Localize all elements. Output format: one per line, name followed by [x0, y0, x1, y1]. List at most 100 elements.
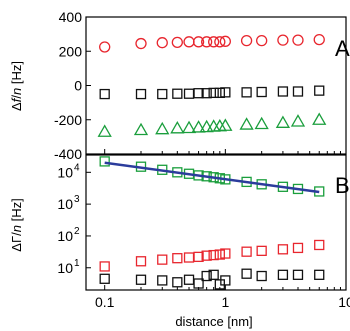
panel-a-series-1-point [183, 88, 195, 99]
panel-a-ylabel: Δf/n [Hz] [9, 61, 24, 111]
panel-b-series-1-point [208, 249, 219, 261]
panel-a-xticks [104, 149, 347, 154]
panel-a-yticks: 400 200 0 -200 -400 [54, 9, 91, 162]
panel-b-ylabel-n: n [9, 225, 24, 232]
panel-b-series-1-point [201, 250, 212, 261]
panel-a-series-1-point [241, 87, 252, 98]
panel-a-ytick-label: -200 [54, 112, 82, 128]
panel-a-series-0-point [292, 34, 304, 46]
panel-a-ytick-label: 200 [59, 43, 83, 59]
panel-a-series-2-point [312, 112, 327, 125]
panel-a-series-2-point [191, 120, 206, 133]
panel-a-series-0-point [240, 34, 253, 47]
panel-b-ytick-label: 10 [57, 196, 73, 212]
panel-a-series-1-point [292, 86, 304, 97]
panel-a-series-0-point [192, 36, 205, 48]
panel-b-xtick-label: 1 [221, 294, 229, 310]
panel-a-label: A [335, 36, 350, 61]
panel-a-series-0-point [171, 36, 183, 48]
panel-a-series-1-point [277, 86, 289, 97]
panel-a-series-2-point [275, 115, 291, 128]
panel-b-series-2-point [277, 269, 289, 280]
panel-a-ylabel-unit: [Hz] [9, 61, 24, 88]
panel-b-ytick-label: 10 [57, 228, 73, 244]
panel-b-series-2-point [183, 274, 195, 285]
panel-a-series-2-point [254, 116, 269, 130]
panel-a-series-1-point [314, 85, 325, 96]
panel-b-series-2-point [172, 277, 183, 288]
panel-a-series-2-point [181, 120, 197, 134]
panel-a-series-0-point [219, 35, 231, 47]
panel-b-series-1-point [135, 256, 147, 267]
panel-a-series-0-point [214, 36, 226, 48]
panel-a-series-1-point [208, 87, 219, 99]
panel-b-series-2-point [208, 269, 219, 280]
panel-b-label: B [335, 173, 350, 198]
panel-a-series-0-point [277, 34, 289, 46]
panel-a-series-1-point [214, 87, 225, 99]
panel-a-marks [97, 33, 327, 137]
panel-b-series-2-point [135, 274, 147, 285]
panel-a-series-0-point [201, 36, 213, 48]
panel-b-series-2-point [99, 273, 110, 284]
panel-a-series-2-point [290, 114, 306, 127]
panel-a-series-1-point [220, 87, 231, 98]
panel-b-series-1-point [172, 253, 183, 264]
panel-a-series-0-point [156, 37, 168, 49]
panel-b-series-2-point [256, 270, 267, 282]
panel-a-ylabel-slash: / [9, 95, 24, 99]
panel-a-series-0-point [135, 37, 147, 50]
panel-a-series-1-point [157, 88, 168, 100]
panel-b-series-2-point [220, 275, 231, 286]
panel-b-series-1-point [214, 249, 225, 260]
panel-b-frame [85, 154, 347, 291]
panel-b-series-1-point [157, 254, 168, 265]
panel-a-series-2-point [239, 117, 254, 130]
panel-b-series-2-point [157, 275, 168, 286]
x-axis-label: distance [nm] [175, 314, 252, 329]
panel-a-series-0-point [256, 34, 268, 47]
panel-a-series-2-point [155, 121, 170, 135]
panel-a-series-1-point [172, 88, 183, 99]
panel-b-series-1-point [193, 251, 204, 263]
panel-a-series-2-point [170, 121, 185, 134]
panel-a-ylabel-delta: Δ [9, 102, 24, 111]
panel-b-ytick-label: 10 [57, 260, 73, 276]
panel-b-series-1-point [99, 261, 110, 272]
panel-b-series-2-point [193, 278, 204, 289]
panel-b-ytick-exponent: 3 [74, 194, 80, 205]
panel-a-series-0-point [183, 36, 195, 48]
panel-b-series-1-point [183, 252, 195, 263]
panel-a-ytick-label: 400 [59, 9, 83, 25]
panel-a-series-1-point [193, 88, 204, 99]
panel-a-ylabel-f: f [9, 97, 24, 102]
panel-a-series-2-point [133, 122, 149, 136]
panel-b-series-1-point [314, 239, 325, 251]
panel-b-ytick-exponent: 4 [74, 162, 80, 173]
panel-b-ytick-exponent: 2 [74, 226, 80, 237]
panel-a-series-0-point [313, 33, 325, 46]
panel-a-ytick-label: 0 [74, 78, 82, 94]
panel-b-series-1-point [256, 245, 267, 257]
panel-b-ylabel: ΔΓ/n [Hz] [9, 198, 24, 251]
panel-a-ylabel-n: n [9, 88, 24, 95]
panel-b-marks [99, 156, 325, 290]
panel-a-series-1-point [256, 86, 267, 98]
panel-b-series-0-point [99, 156, 110, 167]
panel-b-series-2-point [292, 269, 304, 280]
panel-a-series-2-point [97, 124, 112, 137]
panel-b-ytick-exponent: 1 [74, 258, 80, 269]
panel-b-ylabel-gamma: ΔΓ/ [9, 232, 24, 252]
panel-b-series-1-point [241, 246, 252, 257]
panel-b-xtick-label: 10 [338, 294, 350, 310]
panel-a-ytick-label: -400 [54, 146, 82, 162]
panel-a-series-2-point [218, 118, 233, 131]
panel-b-series-1-point [220, 248, 231, 259]
panel-b-series-2-point [314, 269, 325, 280]
panel-b-series-1-point [277, 244, 289, 255]
panel-b-fit-line [104, 161, 320, 194]
